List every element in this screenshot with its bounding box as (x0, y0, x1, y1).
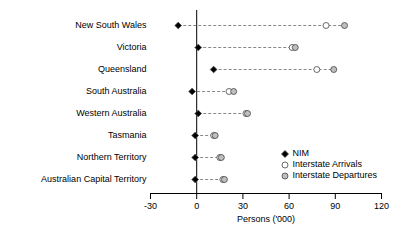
html-text:NIM: NIM (292, 148, 309, 158)
svg-text:90: 90 (330, 201, 340, 211)
svg-text:120: 120 (374, 201, 389, 211)
svg-text:Queensland: Queensland (98, 64, 147, 74)
svg-text:0: 0 (194, 201, 199, 211)
svg-text:Western Australia: Western Australia (76, 108, 146, 118)
svg-text:New South Wales: New South Wales (75, 20, 147, 30)
svg-text:30: 30 (238, 201, 248, 211)
svg-text:60: 60 (284, 201, 294, 211)
svg-text:Persons ('000): Persons ('000) (237, 214, 295, 224)
html-text:Interstate Arrivals: Interstate Arrivals (292, 159, 362, 169)
svg-text:-30: -30 (144, 201, 157, 211)
svg-text:Australian Capital Territory: Australian Capital Territory (41, 174, 147, 184)
svg-text:Victoria: Victoria (117, 42, 147, 52)
html-text:Interstate Departures: Interstate Departures (292, 170, 377, 180)
svg-text:Tasmania: Tasmania (108, 130, 147, 140)
svg-text:South Australia: South Australia (86, 86, 147, 96)
svg-text:Northern Territory: Northern Territory (77, 152, 147, 162)
